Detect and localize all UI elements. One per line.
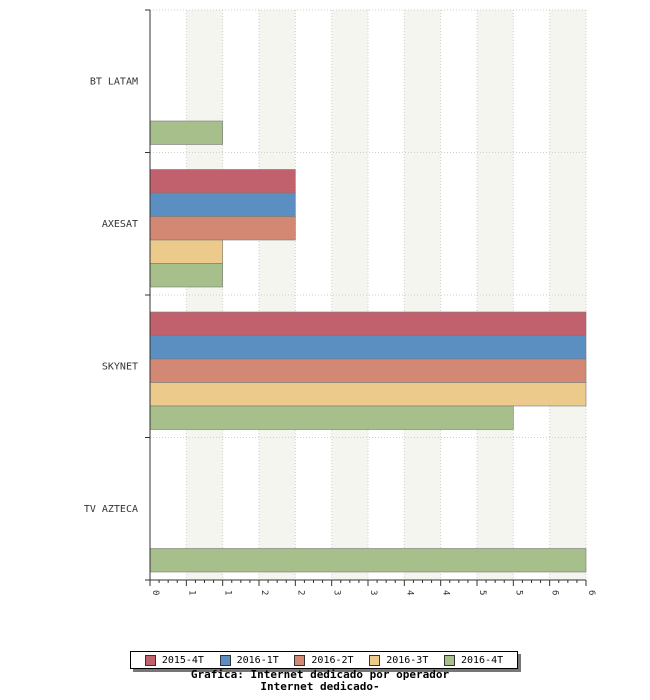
x-tick-label: 3 bbox=[332, 590, 342, 595]
x-tick-label: 5 bbox=[513, 590, 523, 595]
bar-2015-4T-axesat bbox=[149, 169, 296, 194]
chart-subtitle: Grafica: Internet dedicado por operador bbox=[190, 668, 450, 681]
legend-item: 2015-4T bbox=[144, 654, 204, 666]
chart-legend: 2015-4T 2016-1T 2016-2T 2016-3T 2016-4T bbox=[130, 651, 518, 669]
x-tick-label: 6 bbox=[586, 590, 596, 595]
x-tick-label: 4 bbox=[404, 590, 414, 595]
bar-2016-3T-axesat bbox=[149, 239, 223, 264]
chart-title: Internet dedicado- bbox=[260, 680, 380, 693]
bar-2015-4T-skynet bbox=[149, 311, 587, 336]
bar-2016-4T-axesat bbox=[149, 263, 223, 288]
x-tick-label: 2 bbox=[295, 590, 305, 595]
legend-swatch bbox=[219, 654, 231, 666]
x-tick-label: 2 bbox=[259, 590, 269, 595]
bar-2016-2T-axesat bbox=[149, 216, 296, 241]
bar-2016-4T-bt-latam bbox=[149, 120, 223, 145]
x-tick-label: 6 bbox=[550, 590, 560, 595]
legend-label: 2016-3T bbox=[386, 654, 429, 666]
x-tick-label: 3 bbox=[368, 590, 378, 595]
legend-item: 2016-3T bbox=[369, 654, 429, 666]
legend-label: 2016-4T bbox=[461, 654, 504, 666]
bar-2016-1T-axesat bbox=[149, 192, 296, 217]
grid-band bbox=[259, 10, 296, 580]
x-tick-label: 1 bbox=[186, 590, 196, 595]
bar-2016-2T-skynet bbox=[149, 358, 587, 383]
grid-band bbox=[331, 10, 368, 580]
bar-chart: BT LATAM AXESAT SKYNET TV AZTECA 0 1 1 2 2 3 3 4 4 5 5… bbox=[84, 9, 596, 595]
x-tick-label: 1 bbox=[223, 590, 233, 595]
category-label: AXESAT bbox=[102, 219, 138, 230]
legend-item: 2016-4T bbox=[444, 654, 504, 666]
category-label: BT LATAM bbox=[90, 76, 138, 87]
category-label: SKYNET bbox=[102, 361, 138, 372]
legend-swatch bbox=[294, 654, 306, 666]
legend-item: 2016-2T bbox=[294, 654, 354, 666]
legend-label: 2015-4T bbox=[161, 654, 204, 666]
bar-2016-3T-skynet bbox=[149, 382, 587, 407]
x-tick-label: 4 bbox=[441, 590, 451, 595]
x-tick-label: 5 bbox=[477, 590, 487, 595]
bar-2016-4T-skynet bbox=[149, 405, 514, 430]
legend-swatch bbox=[369, 654, 381, 666]
bar-2016-1T-skynet bbox=[149, 335, 587, 360]
legend-swatch bbox=[144, 654, 156, 666]
category-label: TV AZTECA bbox=[84, 504, 138, 515]
legend-item: 2016-1T bbox=[219, 654, 279, 666]
legend-label: 2016-2T bbox=[311, 654, 354, 666]
grid-band bbox=[404, 10, 441, 580]
x-tick-label: 0 bbox=[150, 590, 160, 595]
bar-2016-4T-tv-azteca bbox=[149, 548, 587, 573]
legend-label: 2016-1T bbox=[236, 654, 279, 666]
legend-swatch bbox=[444, 654, 455, 666]
